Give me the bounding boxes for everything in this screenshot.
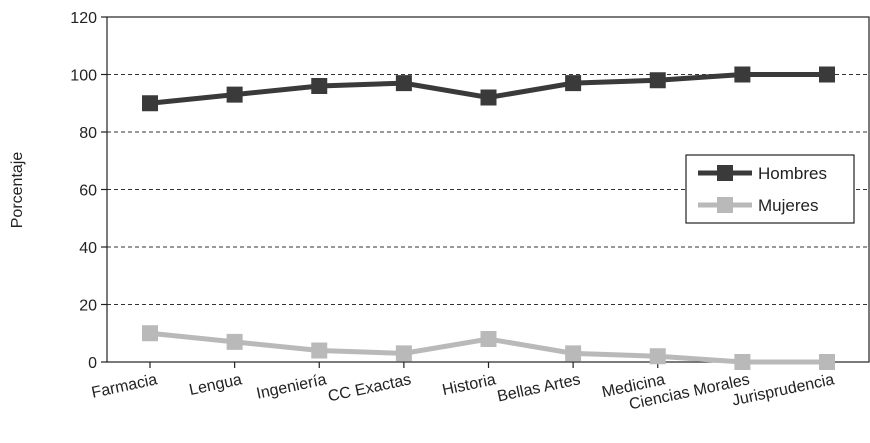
data-point-marker <box>395 75 412 92</box>
x-tick-label: Lengua <box>188 371 244 399</box>
data-point-marker <box>819 66 835 83</box>
legend-swatch-marker <box>717 165 733 181</box>
x-tick-label: CC Exactas <box>327 371 413 405</box>
data-point-marker <box>395 345 412 362</box>
data-point-marker <box>649 72 666 89</box>
data-point-marker <box>311 342 328 359</box>
data-point-marker <box>142 325 158 342</box>
legend-entry-mujeres: Mujeres <box>698 196 818 215</box>
data-point-marker <box>480 331 497 347</box>
legend-label: Mujeres <box>758 196 818 215</box>
data-point-marker <box>480 89 497 106</box>
data-point-marker <box>734 66 751 83</box>
y-tick-label: 80 <box>79 125 97 142</box>
data-point-marker <box>226 86 243 103</box>
data-point-marker <box>226 333 243 350</box>
y-axis-ticks: 0 20 40 60 80 100 120 <box>70 10 107 372</box>
y-axis-title: Porcentaje <box>9 152 26 229</box>
data-point-marker <box>311 78 328 94</box>
data-point-marker <box>142 95 158 112</box>
legend-box <box>685 154 855 224</box>
series-mujeres <box>142 325 835 370</box>
legend-swatch-marker <box>717 197 733 213</box>
series-hombres <box>142 66 835 112</box>
legend: Hombres Mujeres <box>685 154 855 224</box>
series-lines <box>142 66 835 370</box>
grid-lines <box>107 74 869 305</box>
y-tick-label: 20 <box>79 298 97 315</box>
x-tick-label: Ingeniería <box>255 371 328 402</box>
x-tick-label: Bellas Artes <box>496 371 582 405</box>
y-tick-label: 0 <box>88 355 97 372</box>
y-tick-label: 100 <box>70 68 97 85</box>
data-point-marker <box>819 354 835 370</box>
x-tick-label: Historia <box>441 371 498 399</box>
data-point-marker <box>734 354 751 370</box>
y-tick-label: 40 <box>79 240 97 257</box>
y-tick-label: 120 <box>70 10 97 27</box>
legend-label: Hombres <box>758 164 827 183</box>
y-tick-label: 60 <box>79 183 97 200</box>
data-point-marker <box>565 75 582 92</box>
x-tick-label: Farmacia <box>90 371 159 402</box>
data-point-marker <box>565 345 582 362</box>
data-point-marker <box>649 348 666 365</box>
legend-entry-hombres: Hombres <box>698 164 827 183</box>
